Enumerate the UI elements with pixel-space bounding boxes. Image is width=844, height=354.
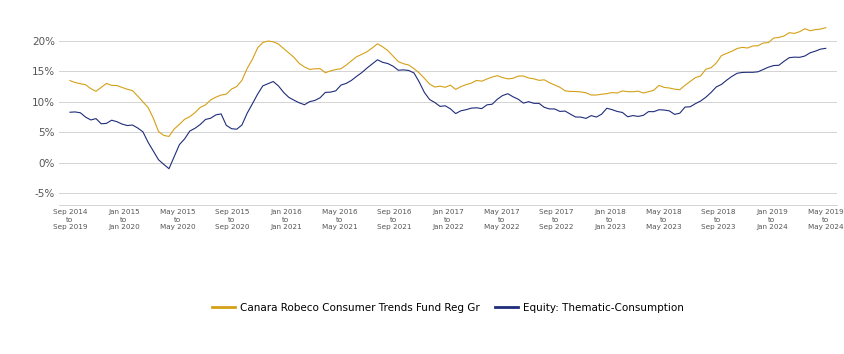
Legend: Canara Robeco Consumer Trends Fund Reg Gr, Equity: Thematic-Consumption: Canara Robeco Consumer Trends Fund Reg G… <box>207 298 688 317</box>
